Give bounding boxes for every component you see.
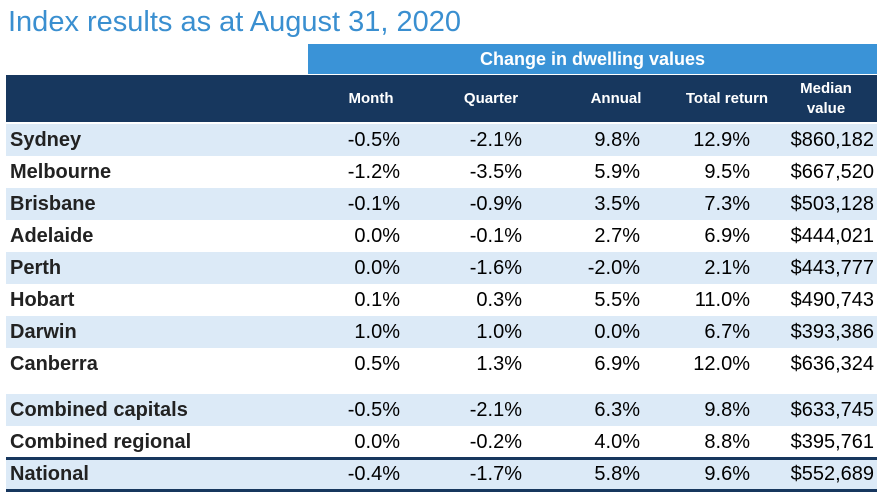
table-row: Darwin 1.0% 1.0% 0.0% 6.7% $393,386 (6, 316, 877, 348)
cell-annual: 6.9% (594, 352, 640, 375)
cell-month: 0.5% (354, 352, 400, 375)
cell-month: -0.1% (347, 192, 400, 215)
row-label: Brisbane (10, 192, 96, 215)
page-title: Index results as at August 31, 2020 (8, 6, 462, 38)
row-label: Darwin (10, 320, 77, 343)
table-row: Hobart 0.1% 0.3% 5.5% 11.0% $490,743 (6, 284, 877, 316)
cell-month: -0.5% (347, 398, 400, 421)
cell-median: $443,777 (790, 256, 874, 279)
cell-median: $667,520 (790, 160, 874, 183)
cell-total-return: 2.1% (704, 256, 750, 279)
table-row: Adelaide 0.0% -0.1% 2.7% 6.9% $444,021 (6, 220, 877, 252)
cell-median: $393,386 (790, 320, 874, 343)
cell-total-return: 7.3% (704, 192, 750, 215)
cell-total-return: 9.8% (704, 398, 750, 421)
cell-median: $444,021 (790, 224, 874, 247)
median-header-line1: Median (800, 79, 852, 97)
row-label: Combined regional (10, 430, 192, 453)
cell-annual: 9.8% (594, 128, 640, 151)
table-row: Combined regional 0.0% -0.2% 4.0% 8.8% $395,7… (6, 426, 877, 458)
row-label: Melbourne (10, 160, 112, 183)
national-top-rule (6, 457, 877, 460)
table-row: National -0.4% -1.7% 5.8% 9.6% $552,689 (6, 460, 877, 489)
cell-quarter: 1.0% (476, 320, 522, 343)
cell-annual: 5.8% (594, 463, 640, 485)
row-label: Combined capitals (10, 398, 188, 421)
cell-median: $633,745 (790, 398, 874, 421)
cell-median: $503,128 (790, 192, 874, 215)
column-header-month: Month (348, 89, 394, 107)
cell-month: -1.2% (347, 160, 400, 183)
cell-annual: 5.5% (594, 288, 640, 311)
table-row: Brisbane -0.1% -0.9% 3.5% 7.3% $503,128 (6, 188, 877, 220)
cell-total-return: 6.9% (704, 224, 750, 247)
row-label: Adelaide (10, 224, 94, 247)
table-row: Perth 0.0% -1.6% -2.0% 2.1% $443,777 (6, 252, 877, 284)
table-row: Combined capitals -0.5% -2.1% 6.3% 9.8% $633,… (6, 394, 877, 426)
row-label: National (10, 463, 89, 485)
cell-median: $490,743 (790, 288, 874, 311)
cell-month: 0.0% (354, 430, 400, 453)
cell-total-return: 9.5% (704, 160, 750, 183)
cell-median: $395,761 (790, 430, 874, 453)
cell-annual: -2.0% (587, 256, 640, 279)
table-row: Sydney -0.5% -2.1% 9.8% 12.9% $860,182 (6, 124, 877, 156)
median-header-line2: value (806, 99, 846, 117)
cell-annual: 6.3% (594, 398, 640, 421)
column-header-annual: Annual (590, 89, 642, 107)
column-header-total-return: Total return (685, 89, 769, 107)
cell-quarter: -2.1% (469, 128, 522, 151)
cell-quarter: -0.9% (469, 192, 522, 215)
cell-annual: 2.7% (594, 224, 640, 247)
table-header: Month Quarter Annual Total return Median… (6, 75, 877, 122)
group-header: Change in dwelling values (308, 44, 877, 74)
cell-total-return: 6.7% (704, 320, 750, 343)
cell-month: 1.0% (354, 320, 400, 343)
cell-month: 0.0% (354, 256, 400, 279)
cell-annual: 0.0% (594, 320, 640, 343)
column-header-median-value: Median value (778, 75, 874, 122)
cell-total-return: 8.8% (704, 430, 750, 453)
cell-annual: 4.0% (594, 430, 640, 453)
cell-quarter: 1.3% (476, 352, 522, 375)
cell-quarter: 0.3% (476, 288, 522, 311)
cell-median: $552,689 (790, 463, 874, 485)
cell-quarter: -0.2% (469, 430, 522, 453)
cell-month: 0.1% (354, 288, 400, 311)
cell-quarter: -1.6% (469, 256, 522, 279)
cell-total-return: 12.0% (693, 352, 750, 375)
row-label: Hobart (10, 288, 75, 311)
cell-month: -0.4% (347, 463, 400, 485)
table-row: Canberra 0.5% 1.3% 6.9% 12.0% $636,324 (6, 348, 877, 380)
cell-quarter: -3.5% (469, 160, 522, 183)
table-row: Melbourne -1.2% -3.5% 5.9% 9.5% $667,520 (6, 156, 877, 188)
row-label: Perth (10, 256, 62, 279)
cell-median: $636,324 (790, 352, 874, 375)
cell-quarter: -1.7% (469, 463, 522, 485)
cell-annual: 3.5% (594, 192, 640, 215)
row-label: Canberra (10, 352, 98, 375)
column-header-quarter: Quarter (463, 89, 519, 107)
cell-total-return: 9.6% (704, 463, 750, 485)
cell-month: -0.5% (347, 128, 400, 151)
table-bottom-rule (6, 489, 877, 492)
cell-quarter: -2.1% (469, 398, 522, 421)
cell-annual: 5.9% (594, 160, 640, 183)
cell-month: 0.0% (354, 224, 400, 247)
cell-total-return: 12.9% (693, 128, 750, 151)
cell-median: $860,182 (790, 128, 874, 151)
cell-total-return: 11.0% (694, 288, 750, 311)
row-label: Sydney (10, 128, 82, 151)
cell-quarter: -0.1% (469, 224, 522, 247)
